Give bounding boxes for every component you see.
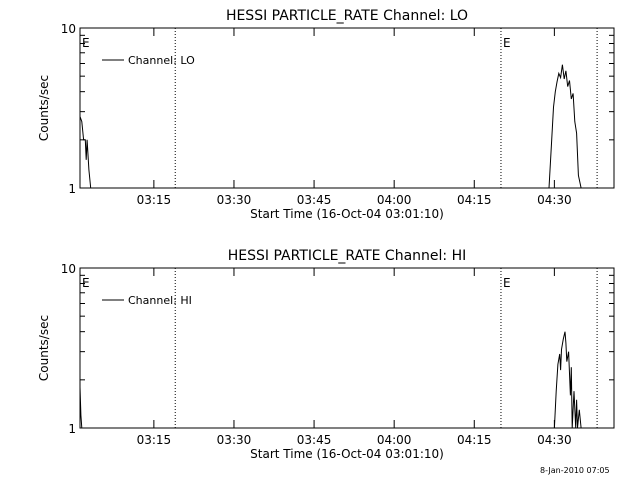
panel-1-edge-marker-label: E [82,36,90,50]
panel-2-xtick-label: 03:45 [297,433,332,447]
panel-2-xtick-label: 03:30 [217,433,252,447]
panel-1-ytick-label: 10 [61,22,76,36]
panel-1-plot-frame [80,28,614,188]
panel-2-xlabel: Start Time (16-Oct-04 03:01:10) [250,447,444,461]
panel-2-xtick-label: 03:15 [137,433,172,447]
panel-2-edge-marker-label: E [82,276,90,290]
panel-1-xtick-label: 04:30 [537,193,572,207]
panel-1-legend-label: Channel: LO [128,54,195,67]
panel-2-plot-frame [80,268,614,428]
panel-2-xtick-label: 04:15 [457,433,492,447]
panel-2-xtick-label: 04:00 [377,433,412,447]
panel-1-ytick-label: 1 [68,182,76,196]
panel-2-series-line [80,332,581,428]
panel-1-xtick-label: 04:15 [457,193,492,207]
panel-2-marker-label: E [503,276,511,290]
panel-1-series-line [80,65,581,188]
panel-1-xtick-label: 03:45 [297,193,332,207]
panel-1-xtick-label: 03:30 [217,193,252,207]
panel-2-ylabel: Counts/sec [37,315,51,381]
panel-1-marker-label: E [503,36,511,50]
panel-2-ytick-label: 1 [68,422,76,436]
panel-1-ylabel: Counts/sec [37,75,51,141]
panel-2-ytick-label: 10 [61,262,76,276]
print-timestamp: 8-Jan-2010 07:05 [540,466,610,475]
panel-2-legend-label: Channel: HI [128,294,192,307]
panel-1-xtick-label: 04:00 [377,193,412,207]
panel-1-xlabel: Start Time (16-Oct-04 03:01:10) [250,207,444,221]
panel-2-xtick-label: 04:30 [537,433,572,447]
panel-1-title: HESSI PARTICLE_RATE Channel: LO [226,8,468,24]
panel-1-xtick-label: 03:15 [137,193,172,207]
panel-2-title: HESSI PARTICLE_RATE Channel: HI [228,248,466,264]
